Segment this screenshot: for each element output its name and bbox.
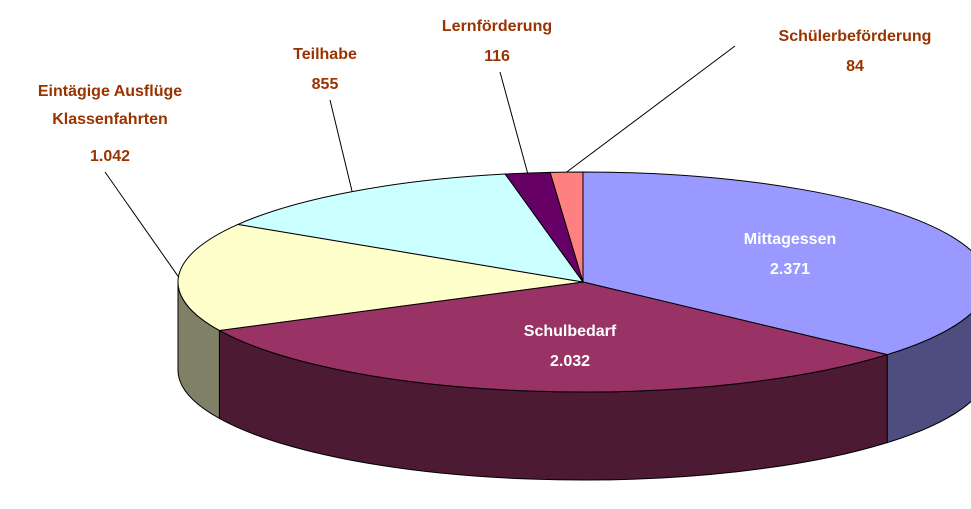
slice [217, 281, 890, 393]
slice-label: Teilhabe [293, 46, 357, 63]
slice [236, 173, 585, 283]
value-label: 84 [846, 58, 864, 75]
leader-line [104, 171, 179, 278]
value-label: 116 [484, 48, 510, 65]
slice [582, 171, 971, 356]
slice [177, 223, 584, 331]
value-label: 2.032 [550, 353, 590, 370]
value-label: 1.042 [90, 148, 130, 165]
slice-label: Lernförderung [442, 18, 552, 35]
slice-label: Eintägige Ausflüge Klassenfahrten [38, 83, 182, 128]
value-label: 2.371 [770, 261, 810, 278]
value-label: 855 [312, 76, 339, 93]
leader-line [566, 45, 736, 173]
slice-label: Schülerbeförderung [779, 28, 932, 45]
leader-line [329, 99, 353, 192]
slice-label: Schulbedarf [524, 323, 617, 340]
leader-line [499, 71, 529, 174]
slice-label: Mittagessen [744, 231, 836, 248]
